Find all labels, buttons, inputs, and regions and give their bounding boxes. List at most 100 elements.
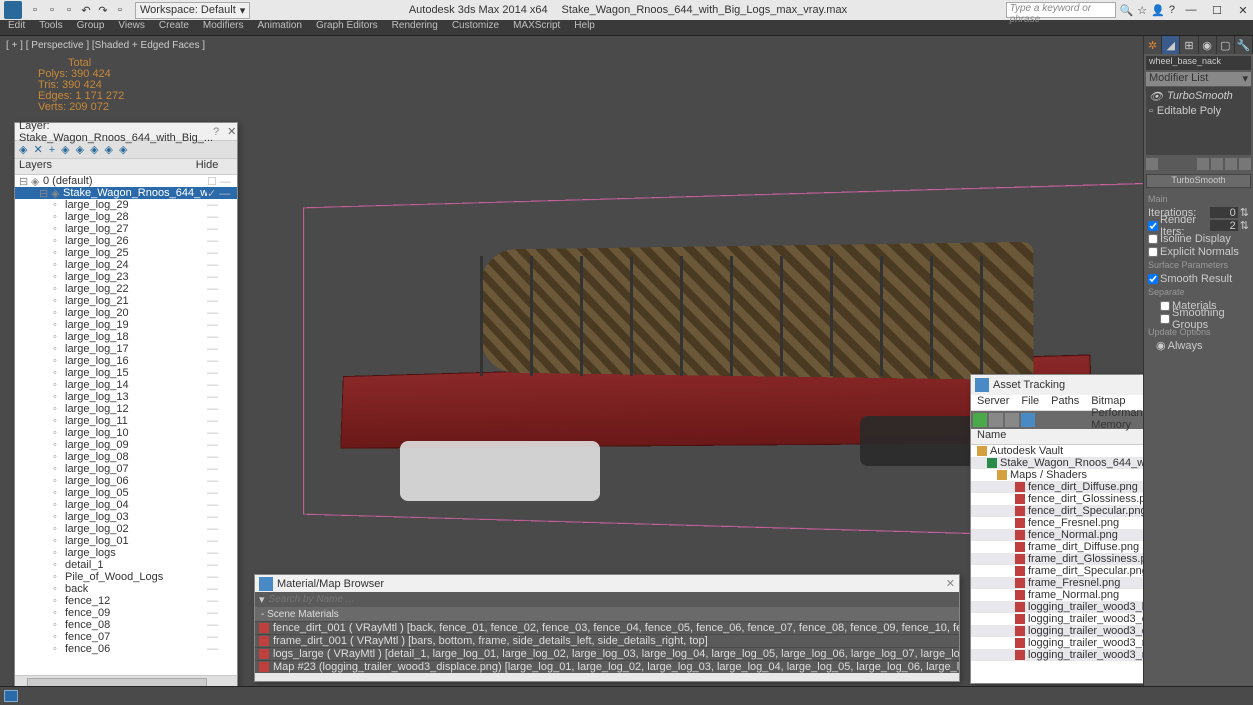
asset-menu-server[interactable]: Server — [977, 395, 1009, 410]
make-unique-icon[interactable] — [1211, 158, 1223, 170]
hide-icon[interactable]: ◈ — [90, 143, 98, 156]
layer-item[interactable]: ◦fence_08— — [15, 619, 237, 631]
explicit-checkbox[interactable] — [1148, 247, 1158, 257]
layer-item[interactable]: ◦large_log_21— — [15, 295, 237, 307]
layer-root[interactable]: ⊟ ◈ 0 (default) ☐ — — [15, 175, 237, 187]
layer-item[interactable]: ◦fence_09— — [15, 607, 237, 619]
hide-toggle[interactable]: — — [207, 367, 237, 379]
hide-toggle[interactable]: — — [207, 511, 237, 523]
new-layer-icon[interactable]: ◈ — [19, 143, 27, 156]
layer-item[interactable]: ◦large_log_23— — [15, 271, 237, 283]
mat-search-input[interactable] — [269, 594, 955, 605]
hide-toggle[interactable]: — — [207, 247, 237, 259]
tab-utilities[interactable]: 🔧 — [1235, 36, 1253, 54]
view-icon-1[interactable] — [989, 413, 1003, 427]
hide-toggle[interactable]: — — [207, 499, 237, 511]
layer-item[interactable]: ◦large_log_12— — [15, 403, 237, 415]
menu-group[interactable]: Group — [77, 20, 105, 35]
hide-toggle[interactable]: — — [207, 415, 237, 427]
layer-item[interactable]: ◦large_log_17— — [15, 343, 237, 355]
select-icon[interactable]: ◈ — [61, 143, 69, 156]
remove-icon[interactable] — [1225, 158, 1237, 170]
hide-toggle[interactable]: — — [207, 343, 237, 355]
layer-item[interactable]: ◦large_log_27— — [15, 223, 237, 235]
menu-customize[interactable]: Customize — [452, 20, 499, 35]
hide-toggle[interactable]: — — [207, 427, 237, 439]
mat-browser-header[interactable]: Material/Map Browser ✕ — [255, 575, 959, 592]
hide-toggle[interactable]: — — [207, 319, 237, 331]
eye-icon[interactable]: 👁 — [1149, 90, 1163, 103]
layer-item[interactable]: ◦large_log_04— — [15, 499, 237, 511]
layer-item[interactable]: ◦large_log_19— — [15, 319, 237, 331]
close-icon[interactable]: ✕ — [946, 577, 955, 590]
layer-item[interactable]: ◦large_log_26— — [15, 235, 237, 247]
layer-item[interactable]: ◦large_log_25— — [15, 247, 237, 259]
layer-item[interactable]: ◦detail_1— — [15, 559, 237, 571]
hide-toggle[interactable]: — — [207, 571, 237, 583]
material-row[interactable]: frame_dirt_001 ( VRayMtl ) [bars, bottom… — [255, 634, 959, 647]
layer-item[interactable]: ◦large_log_15— — [15, 367, 237, 379]
hide-toggle[interactable]: — — [207, 235, 237, 247]
hide-toggle[interactable]: — — [207, 535, 237, 547]
render-iters-spinner[interactable]: 2 — [1210, 220, 1238, 231]
qat-open-icon[interactable]: ▫ — [45, 3, 59, 17]
tab-display[interactable]: ▢ — [1217, 36, 1235, 54]
layer-item[interactable]: ◦fence_12— — [15, 595, 237, 607]
hide-toggle[interactable]: — — [207, 475, 237, 487]
add-icon[interactable]: + — [49, 144, 55, 156]
freeze-icon[interactable]: ◈ — [105, 143, 113, 156]
qat-undo-icon[interactable]: ↶ — [79, 3, 93, 17]
layer-item[interactable]: ◦large_log_10— — [15, 427, 237, 439]
material-row[interactable]: Map #23 (logging_trailer_wood3_displace.… — [255, 660, 959, 673]
menu-maxscript[interactable]: MAXScript — [513, 20, 560, 35]
menu-animation[interactable]: Animation — [257, 20, 301, 35]
search-icon[interactable]: 🔍 — [1120, 4, 1134, 17]
menu-create[interactable]: Create — [159, 20, 189, 35]
layer-item[interactable]: ◦large_logs— — [15, 547, 237, 559]
col-layers[interactable]: Layers — [15, 159, 189, 174]
stack-item-editpoly[interactable]: ▫ Editable Poly — [1148, 104, 1249, 118]
tab-modify[interactable]: ◢ — [1162, 36, 1180, 54]
hide-toggle[interactable]: — — [207, 487, 237, 499]
hide-toggle[interactable]: — — [207, 631, 237, 643]
qat-link-icon[interactable]: ▫ — [113, 3, 127, 17]
layer-item[interactable]: ◦large_log_06— — [15, 475, 237, 487]
layer-item[interactable]: ◦large_log_02— — [15, 523, 237, 535]
hide-toggle[interactable]: — — [207, 607, 237, 619]
menu-graph-editors[interactable]: Graph Editors — [316, 20, 378, 35]
delete-layer-icon[interactable]: ✕ — [33, 143, 42, 156]
mat-section-header[interactable]: - Scene Materials — [255, 607, 959, 621]
qat-redo-icon[interactable]: ↷ — [96, 3, 110, 17]
layer-item[interactable]: ◦large_log_20— — [15, 307, 237, 319]
tab-create[interactable]: ✲ — [1144, 36, 1162, 54]
expand-icon[interactable]: ⊟ — [19, 175, 29, 188]
hide-toggle[interactable]: — — [207, 595, 237, 607]
hide-toggle[interactable]: — — [207, 439, 237, 451]
layer-tree[interactable]: ⊟ ◈ 0 (default) ☐ — ⊟ ◈ Stake_Wagon_Rnoo… — [15, 175, 237, 675]
help-search-input[interactable]: Type a keyword or phrase — [1006, 2, 1116, 18]
help-icon[interactable]: ? — [213, 126, 219, 138]
layer-item[interactable]: ◦large_log_14— — [15, 379, 237, 391]
menu-tools[interactable]: Tools — [39, 20, 62, 35]
hide-checkbox[interactable]: ✓ — — [207, 187, 237, 200]
help-icon[interactable]: ? — [1169, 4, 1175, 16]
layer-item[interactable]: ◦large_log_05— — [15, 487, 237, 499]
layer-item[interactable]: ◦fence_06— — [15, 643, 237, 655]
view-icon-2[interactable] — [1005, 413, 1019, 427]
layer-panel-header[interactable]: Layer: Stake_Wagon_Rnoos_644_with_Big_..… — [15, 123, 237, 141]
layer-selected[interactable]: ⊟ ◈ Stake_Wagon_Rnoos_644_with_Big_Logs … — [15, 187, 237, 199]
hide-toggle[interactable]: — — [207, 211, 237, 223]
layer-item[interactable]: ◦large_log_28— — [15, 211, 237, 223]
layer-item[interactable]: ◦large_log_24— — [15, 259, 237, 271]
maximize-button[interactable]: ☐ — [1211, 4, 1223, 17]
layer-item[interactable]: ◦large_log_03— — [15, 511, 237, 523]
hide-toggle[interactable]: — — [207, 583, 237, 595]
close-icon[interactable]: ✕ — [227, 125, 236, 138]
layer-item[interactable]: ◦Pile_of_Wood_Logs— — [15, 571, 237, 583]
isoline-checkbox[interactable] — [1148, 234, 1158, 244]
material-row[interactable]: fence_dirt_001 ( VRayMtl ) [back, fence_… — [255, 621, 959, 634]
layer-item[interactable]: ◦large_log_18— — [15, 331, 237, 343]
layer-item[interactable]: ◦fence_07— — [15, 631, 237, 643]
object-name-field[interactable]: wheel_base_nack — [1146, 56, 1251, 70]
modifier-stack[interactable]: 👁 TurboSmooth ▫ Editable Poly — [1146, 87, 1251, 155]
